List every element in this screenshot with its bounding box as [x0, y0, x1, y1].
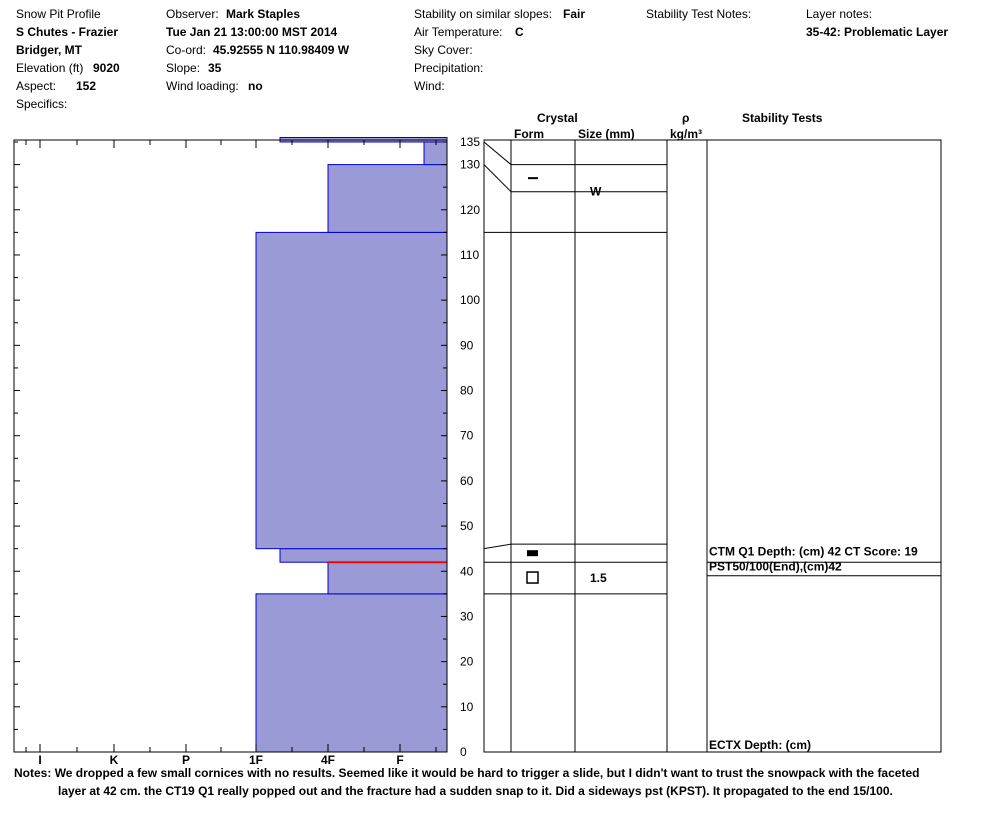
- observer-value: Mark Staples: [226, 7, 301, 21]
- crystal-form-filled-rect: [527, 550, 538, 557]
- depth-tick-label: 90: [460, 338, 474, 352]
- depth-tick-label: 70: [460, 429, 474, 443]
- coord-label: Co-ord:: [166, 43, 207, 57]
- depth-tick-label: 30: [460, 609, 474, 623]
- depth-tick-label: 100: [460, 293, 480, 307]
- stability-label: Stability on similar slopes:: [414, 7, 553, 21]
- hardness-tick-label: 4F: [321, 753, 335, 765]
- depth-tick-label: 20: [460, 655, 474, 669]
- stability-tests-header: Stability Tests: [742, 111, 823, 125]
- hardness-bar: [255, 231, 448, 550]
- observer-label: Observer:: [166, 7, 219, 21]
- hardness-tick-label: P: [182, 753, 190, 765]
- stability-test-notes-label: Stability Test Notes:: [646, 7, 752, 21]
- notes-line-2: layer at 42 cm. the CT19 Q1 really poppe…: [58, 784, 893, 798]
- depth-tick-label: 0: [460, 745, 467, 759]
- location-name: S Chutes - Frazier: [16, 25, 119, 39]
- wind-label: Wind:: [414, 79, 445, 93]
- precipitation-label: Precipitation:: [414, 61, 484, 75]
- stability-test-label: PST50/100(End),(cm)42: [709, 559, 842, 573]
- crystal-header: Crystal: [537, 111, 578, 125]
- layer-connector: [483, 141, 512, 165]
- hardness-tick-label: K: [110, 753, 119, 765]
- notes: Notes: We dropped a few small cornices w…: [14, 764, 974, 800]
- depth-tick-label: 80: [460, 384, 474, 398]
- sky-cover-label: Sky Cover:: [414, 43, 473, 57]
- elevation-value: 9020: [93, 61, 120, 75]
- depth-tick-label: 10: [460, 700, 474, 714]
- depth-tick-label: 135: [460, 135, 480, 149]
- crystal-size-label: 1.5: [590, 571, 607, 585]
- hardness-tick-label: F: [396, 753, 403, 765]
- wind-loading-value: no: [248, 79, 263, 93]
- notes-line-1: We dropped a few small cornices with no …: [54, 766, 920, 780]
- aspect-value: 152: [76, 79, 97, 93]
- crystal-size-label: W: [590, 185, 602, 199]
- aspect-label: Aspect:: [16, 79, 57, 93]
- snow-profile-chart: I K P 1F 4F F 0 10 20 30 40 50 60 70 80 90 100 110 120 130 1…: [13, 135, 942, 765]
- size-header: Size (mm): [578, 127, 635, 141]
- hardness-bar: [255, 593, 448, 753]
- specifics-label: Specifics:: [16, 97, 68, 111]
- depth-tick-label: 40: [460, 564, 474, 578]
- layer-notes-label: Layer notes:: [806, 7, 873, 21]
- hardness-bar: [327, 164, 448, 233]
- region-name: Bridger, MT: [16, 43, 83, 57]
- coord-value: 45.92555 N 110.98409 W: [213, 43, 350, 57]
- hardness-bar: [279, 548, 448, 563]
- air-temp-value: C: [515, 25, 524, 39]
- depth-tick-label: 110: [460, 248, 479, 262]
- layer-connector: [483, 543, 512, 550]
- crystal-form-open-square: [526, 571, 539, 584]
- wind-loading-label: Wind loading:: [166, 79, 239, 93]
- density-unit-header: kg/m³: [670, 127, 703, 141]
- hardness-plot-frame: [13, 139, 448, 753]
- slope-label: Slope:: [166, 61, 201, 75]
- hardness-tick-label: 1F: [249, 753, 263, 765]
- depth-tick-label: 130: [460, 158, 480, 172]
- page-title: Snow Pit Profile: [16, 7, 101, 21]
- form-header: Form: [514, 127, 544, 141]
- hardness-bar: [327, 561, 448, 595]
- observation-datetime: Tue Jan 21 13:00:00 MST 2014: [166, 25, 338, 39]
- elevation-label: Elevation (ft): [16, 61, 84, 75]
- crystal-panel-frame: [483, 139, 942, 753]
- rho-header: ρ: [682, 111, 690, 125]
- depth-tick-label: 60: [460, 474, 474, 488]
- stability-test-label: CTM Q1 Depth: (cm) 42 CT Score: 19: [709, 544, 918, 558]
- depth-tick-label: 120: [460, 203, 480, 217]
- layer-connector: [483, 164, 512, 193]
- hardness-tick-label: I: [38, 753, 41, 765]
- stability-test-label: ECTX Depth: (cm): [709, 738, 811, 752]
- depth-tick-label: 50: [460, 519, 474, 533]
- slope-value: 35: [208, 61, 222, 75]
- air-temp-label: Air Temperature:: [414, 25, 503, 39]
- stability-value: Fair: [563, 7, 586, 21]
- hardness-bar: [423, 141, 448, 166]
- layer-notes-value: 35-42: Problematic Layer: [806, 25, 949, 39]
- notes-label: Notes:: [14, 766, 52, 780]
